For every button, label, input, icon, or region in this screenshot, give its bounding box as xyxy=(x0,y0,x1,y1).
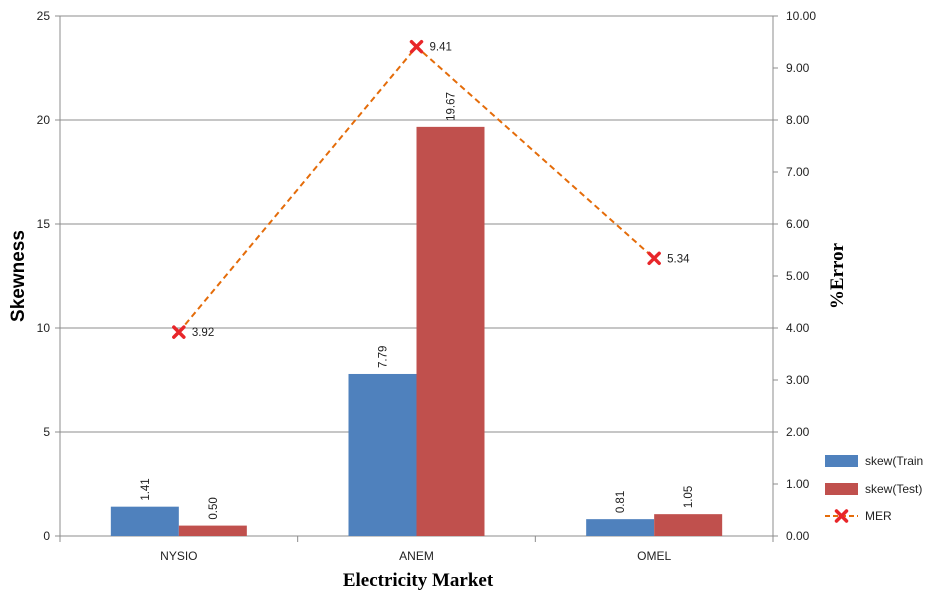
y2-axis-label: %Error xyxy=(827,242,848,309)
x-tick-label: OMEL xyxy=(637,549,671,563)
legend-swatch xyxy=(825,483,858,495)
y-tick-label: 20 xyxy=(37,113,51,127)
legend: skew(Train skew(Test) MER xyxy=(825,454,923,523)
mer-line xyxy=(172,39,661,339)
data-labels: 1.41 7.79 0.81 0.50 19.67 1.05 3.92 9.41 5.34 xyxy=(140,42,695,520)
x-tick-label: NYSIO xyxy=(160,549,197,563)
mer-point-x xyxy=(409,39,424,54)
legend-item: skew(Train xyxy=(825,454,923,468)
y-axis-label: Skewness xyxy=(8,230,29,322)
bar-data-label: 7.79 xyxy=(378,346,390,368)
y-tick-label: 15 xyxy=(37,217,51,231)
y2-tick-label: 10.00 xyxy=(786,9,816,23)
bars xyxy=(110,126,723,536)
y2-tick-label: 1.00 xyxy=(786,477,810,491)
x-axis-label: Electricity Market xyxy=(343,570,494,591)
bar xyxy=(586,519,655,536)
mer-point xyxy=(647,251,661,266)
y2-tick-label: 2.00 xyxy=(786,425,810,439)
y-tick-label: 0 xyxy=(43,529,50,543)
y2-tick-label: 5.00 xyxy=(786,269,810,283)
mer-data-label: 5.34 xyxy=(667,253,690,265)
bar-data-label: 1.05 xyxy=(683,486,695,508)
mer-point-x xyxy=(834,509,849,523)
bar-data-label: 0.50 xyxy=(208,497,220,519)
mer-point-x xyxy=(172,325,186,339)
legend-label: MER xyxy=(865,509,892,523)
y-tick-label: 25 xyxy=(37,9,51,23)
bar xyxy=(178,525,247,536)
y2-tick-label: 0.00 xyxy=(786,529,810,543)
mer-point xyxy=(409,39,424,54)
x-tick-label: ANEM xyxy=(399,549,434,563)
bar-data-label: 0.81 xyxy=(615,491,627,513)
legend-item: MER xyxy=(825,509,892,523)
legend-label: skew(Train xyxy=(865,454,923,468)
y2-tick-label: 4.00 xyxy=(786,321,810,335)
legend-swatch xyxy=(825,455,858,467)
mer-point-x xyxy=(647,251,661,266)
bar-data-label: 19.67 xyxy=(446,92,458,121)
y-tick-label: 10 xyxy=(37,321,51,335)
y2-tick-label: 3.00 xyxy=(786,373,810,387)
mer-data-label: 3.92 xyxy=(192,327,214,339)
tick-labels: 0 5 10 15 20 25 0.00 1.00 2.00 3.00 4.00 5.00 6.00 7.… xyxy=(37,9,817,563)
legend-label: skew(Test) xyxy=(865,482,922,496)
bar-data-label: 1.41 xyxy=(140,478,152,500)
y2-tick-label: 6.00 xyxy=(786,217,810,231)
mer-data-label: 9.41 xyxy=(430,42,452,54)
bar xyxy=(654,514,723,536)
bar xyxy=(348,373,417,536)
y2-tick-label: 7.00 xyxy=(786,165,810,179)
bar xyxy=(416,126,485,536)
y2-tick-label: 9.00 xyxy=(786,61,810,75)
y2-tick-label: 8.00 xyxy=(786,113,810,127)
y-tick-label: 5 xyxy=(43,425,50,439)
bar xyxy=(110,506,179,536)
mer-point xyxy=(834,509,849,523)
mer-point xyxy=(172,325,186,339)
legend-item: skew(Test) xyxy=(825,482,922,496)
